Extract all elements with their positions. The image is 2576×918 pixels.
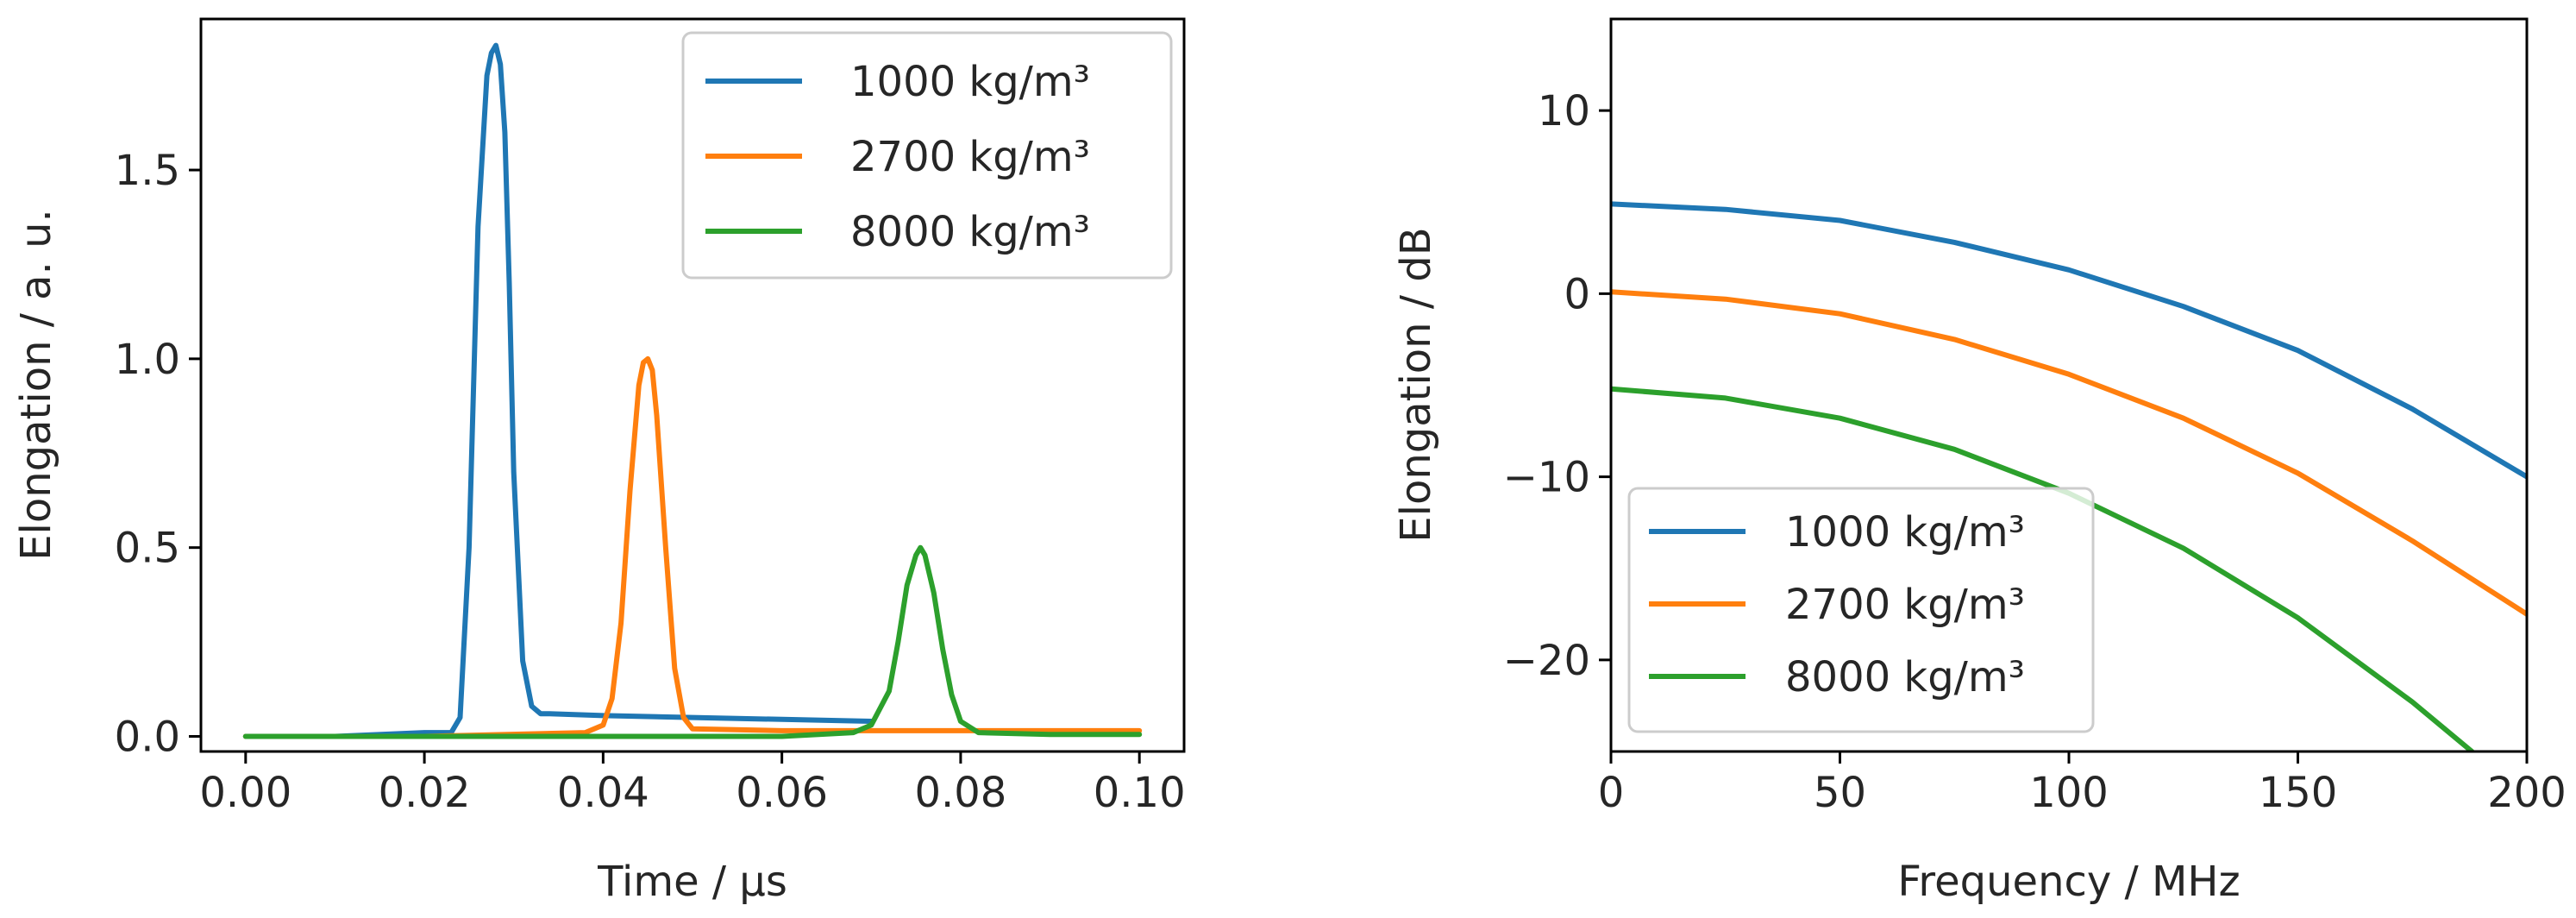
time-x-tick-label: 0.02 — [379, 769, 471, 817]
time-x-tick-label: 0.04 — [557, 769, 649, 817]
time-y-ticks: 0.0 0.5 1.0 1.5 — [115, 147, 201, 761]
frequency-y-tick-label: −20 — [1503, 637, 1590, 685]
time-domain-chart: 0.00 0.02 0.04 0.06 0.08 0.10 0.0 0.5 1.0 1.5 Ti… — [12, 17, 1186, 906]
frequency-x-tick-label: 200 — [2487, 769, 2567, 817]
frequency-x-tick-label: 100 — [2029, 769, 2109, 817]
time-x-tick-label: 0.08 — [914, 769, 1006, 817]
frequency-x-ticks: 0 50 100 150 200 — [1598, 751, 2567, 817]
time-series-line-2700 — [242, 355, 1143, 739]
time-legend: 1000 kg/m³ 2700 kg/m³ 8000 kg/m³ — [681, 31, 1173, 280]
time-legend-label-2700: 2700 kg/m³ — [850, 133, 1090, 181]
frequency-x-tick-label: 0 — [1598, 769, 1625, 817]
frequency-y-tick-label: −10 — [1503, 454, 1590, 502]
time-y-axis-label: Elongation / a. u. — [12, 209, 60, 561]
frequency-domain-chart: 0 50 100 150 200 −20 −10 0 10 Frequency / MHz E… — [1392, 17, 2567, 906]
frequency-y-tick-label: 0 — [1564, 270, 1590, 318]
frequency-x-tick-label: 150 — [2259, 769, 2338, 817]
time-x-ticks: 0.00 0.02 0.04 0.06 0.08 0.10 — [199, 751, 1186, 817]
time-series-line-8000 — [242, 544, 1143, 739]
frequency-legend-label-1000: 1000 kg/m³ — [1785, 508, 2025, 556]
time-y-tick-label: 0.5 — [115, 525, 180, 573]
time-series-lines — [242, 42, 1143, 739]
time-x-tick-label: 0.10 — [1094, 769, 1186, 817]
frequency-legend-box — [1627, 487, 2095, 733]
time-plot-frame — [199, 17, 1186, 753]
time-legend-label-1000: 1000 kg/m³ — [850, 58, 1090, 106]
frequency-series-line-1000 — [1611, 201, 2527, 480]
frequency-series-line-2700 — [1611, 289, 2527, 617]
frequency-x-axis-label: Frequency / MHz — [1897, 858, 2240, 906]
frequency-y-ticks: −20 −10 0 10 — [1503, 87, 1611, 685]
time-x-axis-label: Time / µs — [597, 858, 787, 906]
time-legend-box — [681, 31, 1173, 280]
frequency-legend: 1000 kg/m³ 2700 kg/m³ 8000 kg/m³ — [1627, 487, 2095, 733]
time-x-tick-label: 0.06 — [736, 769, 828, 817]
time-y-tick-label: 0.0 — [115, 713, 180, 761]
frequency-y-tick-label: 10 — [1538, 87, 1590, 135]
frequency-x-tick-label: 50 — [1814, 769, 1866, 817]
time-x-tick-label: 0.00 — [199, 769, 291, 817]
time-y-tick-label: 1.5 — [115, 147, 180, 195]
time-y-tick-label: 1.0 — [115, 336, 180, 384]
frequency-legend-label-2700: 2700 kg/m³ — [1785, 581, 2025, 629]
frequency-legend-label-8000: 8000 kg/m³ — [1785, 653, 2025, 701]
time-legend-label-8000: 8000 kg/m³ — [850, 208, 1090, 256]
time-series-line-1000 — [242, 42, 874, 739]
frequency-y-axis-label: Elongation / dB — [1392, 227, 1440, 542]
